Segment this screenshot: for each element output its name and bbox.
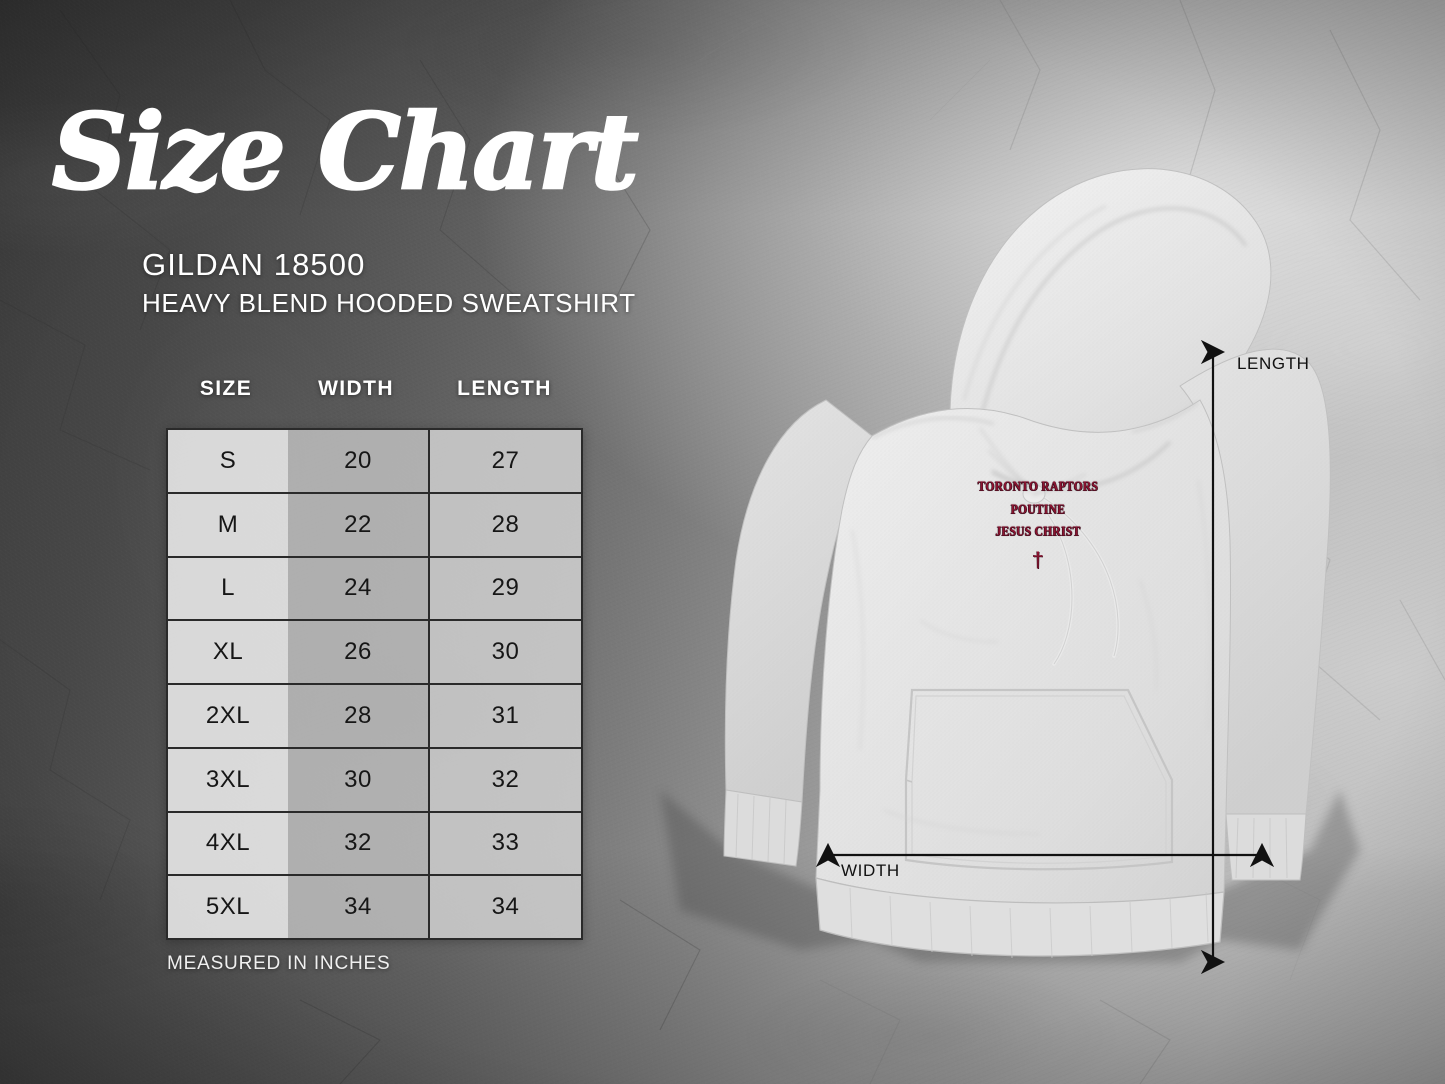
column-header-width: WIDTH	[318, 377, 394, 400]
cell-length: 27	[428, 430, 581, 492]
cell-length: 28	[428, 493, 581, 556]
page-title: Size Chart	[51, 89, 702, 222]
cell-width: 20	[288, 430, 428, 492]
table-row: M 22 28	[168, 493, 581, 558]
cell-width: 22	[288, 493, 428, 556]
cell-size: M	[168, 493, 288, 556]
cell-size: L	[168, 557, 288, 620]
cell-length: 30	[428, 621, 581, 683]
table-row: L 24 29	[168, 557, 581, 622]
cell-size: S	[168, 430, 288, 492]
size-table: S 20 27 M 22 28 L 24 29 XL 26 30 2XL 28 …	[166, 428, 583, 940]
column-header-size: SIZE	[199, 377, 253, 400]
table-row: 3XL 30 32	[168, 748, 581, 813]
cell-length: 29	[428, 557, 581, 620]
column-header-length: LENGTH	[457, 377, 552, 400]
measurement-units-note: MEASURED IN INCHES	[167, 953, 391, 974]
cell-width: 24	[288, 557, 428, 620]
cell-width: 28	[288, 685, 428, 747]
cell-length: 34	[428, 876, 581, 938]
page-title-text: Size Chart	[52, 92, 639, 213]
table-row: 5XL 34 34	[168, 876, 581, 938]
table-row: 4XL 32 33	[168, 812, 581, 877]
hoodie-illustration	[620, 150, 1380, 1000]
cell-size: XL	[168, 621, 288, 683]
cell-size: 4XL	[168, 812, 288, 875]
cell-width: 34	[288, 876, 428, 938]
cell-width: 32	[288, 812, 428, 875]
cell-length: 33	[428, 812, 581, 875]
table-row: S 20 27	[168, 430, 581, 494]
cell-size: 2XL	[168, 685, 288, 747]
cell-width: 30	[288, 748, 428, 811]
cell-size: 5XL	[168, 876, 288, 938]
table-row: XL 26 30	[168, 621, 581, 685]
table-row: 2XL 28 31	[168, 685, 581, 749]
cell-length: 31	[428, 685, 581, 747]
brand-model-label: GILDAN 18500	[142, 247, 366, 282]
page-title-script-icon: Size Chart	[51, 89, 642, 215]
hoodie-graphic-icon	[660, 168, 1360, 962]
cell-size: 3XL	[168, 748, 288, 811]
product-name-label: HEAVY BLEND HOODED SWEATSHIRT	[142, 288, 636, 318]
cell-length: 32	[428, 748, 581, 811]
cell-width: 26	[288, 621, 428, 683]
size-table-header-row: SIZE WIDTH LENGTH	[166, 377, 583, 401]
